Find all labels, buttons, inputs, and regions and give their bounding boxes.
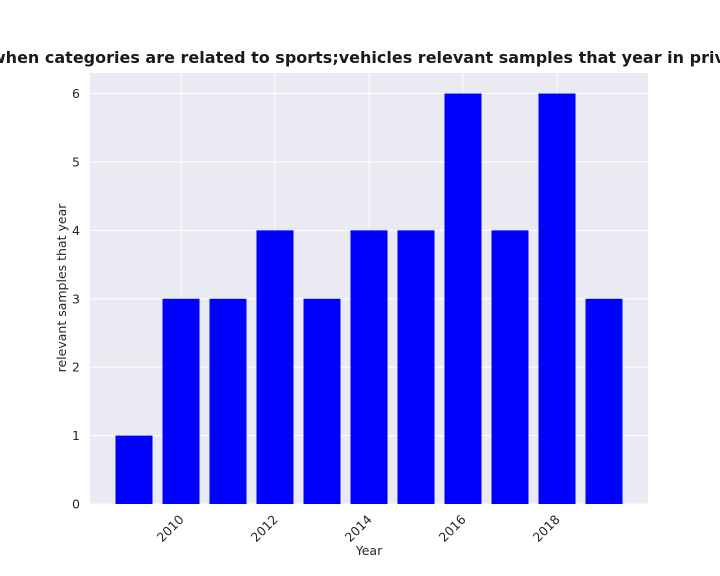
bars	[115, 93, 623, 505]
x-axis-label: Year	[355, 543, 383, 558]
x-tick-label: 2010	[154, 512, 187, 545]
x-tick-label: 2014	[342, 512, 375, 545]
y-tick-label: 6	[72, 86, 80, 101]
x-tick-labels: 2010 2012 2014 2016 2018	[154, 512, 563, 545]
bar-2009	[115, 435, 153, 504]
bar-2019	[585, 298, 623, 504]
y-tick-label: 5	[72, 154, 80, 169]
bar-2016	[444, 93, 482, 505]
bar-2010	[162, 298, 200, 504]
bar-2011	[209, 298, 247, 504]
y-axis-label: relevant samples that year	[54, 203, 69, 373]
y-tick-label: 4	[72, 223, 80, 238]
chart-title: Number of Years when categories are rela…	[0, 48, 720, 67]
y-tick-label: 0	[72, 497, 80, 512]
bar-2018	[538, 93, 576, 505]
bar-2017	[491, 230, 529, 504]
y-tick-label: 1	[72, 428, 80, 443]
bar-2014	[350, 230, 388, 504]
bar-2013	[303, 298, 341, 504]
bar-2015	[397, 230, 435, 504]
y-tick-labels: 0 1 2 3 4 5 6	[72, 86, 80, 511]
y-tick-label: 2	[72, 360, 80, 375]
y-tick-label: 3	[72, 291, 80, 306]
bar-2012	[256, 230, 294, 504]
x-tick-label: 2016	[436, 512, 469, 545]
x-tick-label: 2012	[248, 512, 281, 545]
x-tick-label: 2018	[530, 512, 563, 545]
